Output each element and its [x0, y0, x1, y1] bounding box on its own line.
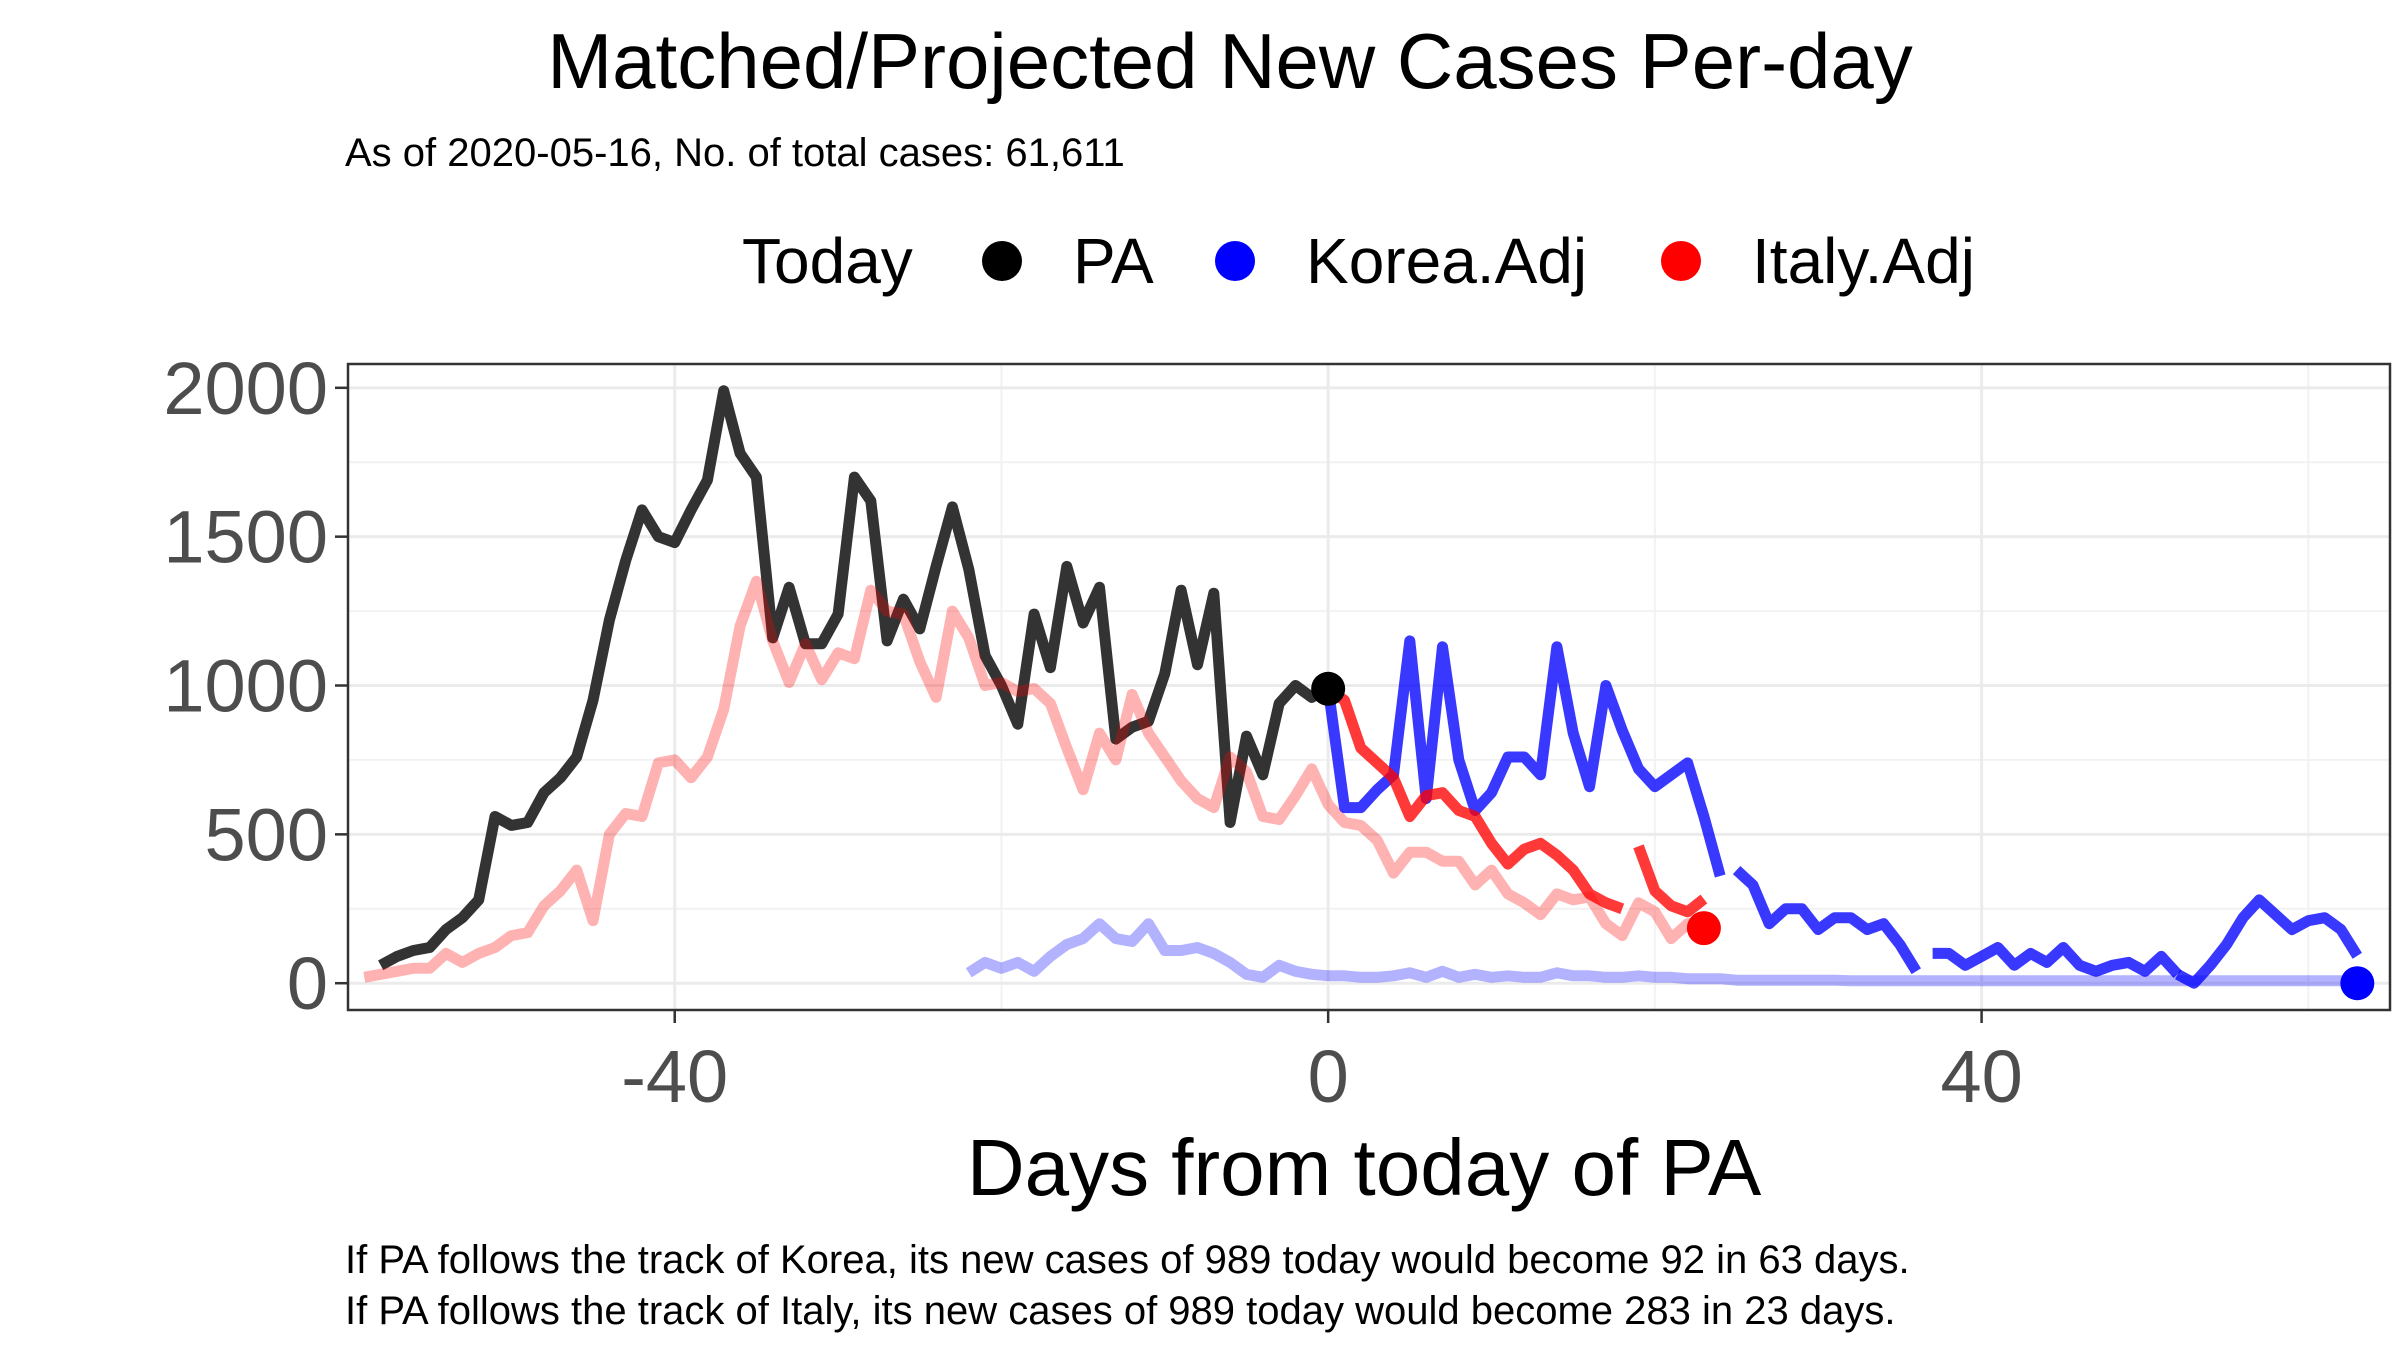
legend-key	[982, 241, 1022, 281]
plot-frame	[346, 362, 2392, 1012]
legend-label: Italy.Adj	[1752, 225, 1975, 297]
chart-title: Matched/Projected New Cases Per-day	[547, 17, 1913, 105]
y-tick-label: 1500	[163, 496, 328, 579]
series-line-pa	[378, 385, 1331, 971]
y-tick-label: 0	[287, 942, 328, 1025]
today-point	[1311, 671, 1346, 706]
caption-korea: If PA follows the track of Korea, its ne…	[345, 1238, 1910, 1282]
x-axis-title: Days from today of PA	[967, 1123, 1762, 1212]
x-tick-label: 40	[1940, 1035, 2022, 1118]
plot-grid	[347, 364, 2390, 1010]
caption-italy: If PA follows the track of Italy, its ne…	[345, 1289, 1895, 1333]
plot-series	[363, 385, 2362, 989]
series-line-italy-proj	[1325, 684, 1625, 914]
y-tick-label: 500	[205, 793, 328, 876]
series-line-korea-proj	[1932, 942, 2182, 979]
y-tick-label: 1000	[163, 645, 328, 728]
series-line-italy-proj	[1633, 844, 1708, 918]
x-axis: -40 0 40	[621, 1010, 2023, 1118]
series-line-italy-light	[363, 575, 1704, 983]
today-point	[2340, 966, 2375, 1001]
legend-title: Today	[742, 225, 913, 297]
legend: Today PA Korea.Adj Italy.Adj	[742, 225, 1975, 297]
y-axis: 0 500 1000 1500 2000	[163, 347, 348, 1025]
today-point	[1686, 911, 1721, 946]
y-tick-label: 2000	[163, 347, 328, 430]
series-line-korea-proj	[2174, 894, 2362, 989]
legend-label: Korea.Adj	[1306, 225, 1587, 297]
series-line-korea-proj	[1732, 866, 1921, 975]
chart-subtitle: As of 2020-05-16, No. of total cases: 61…	[345, 131, 1125, 175]
legend-key	[1661, 241, 1701, 281]
x-tick-label: -40	[621, 1035, 728, 1118]
series-line-korea-light	[965, 918, 2358, 987]
legend-label: PA	[1073, 225, 1154, 297]
x-tick-label: 0	[1308, 1035, 1349, 1118]
plot-points	[1311, 671, 2375, 1001]
legend-key	[1215, 241, 1255, 281]
